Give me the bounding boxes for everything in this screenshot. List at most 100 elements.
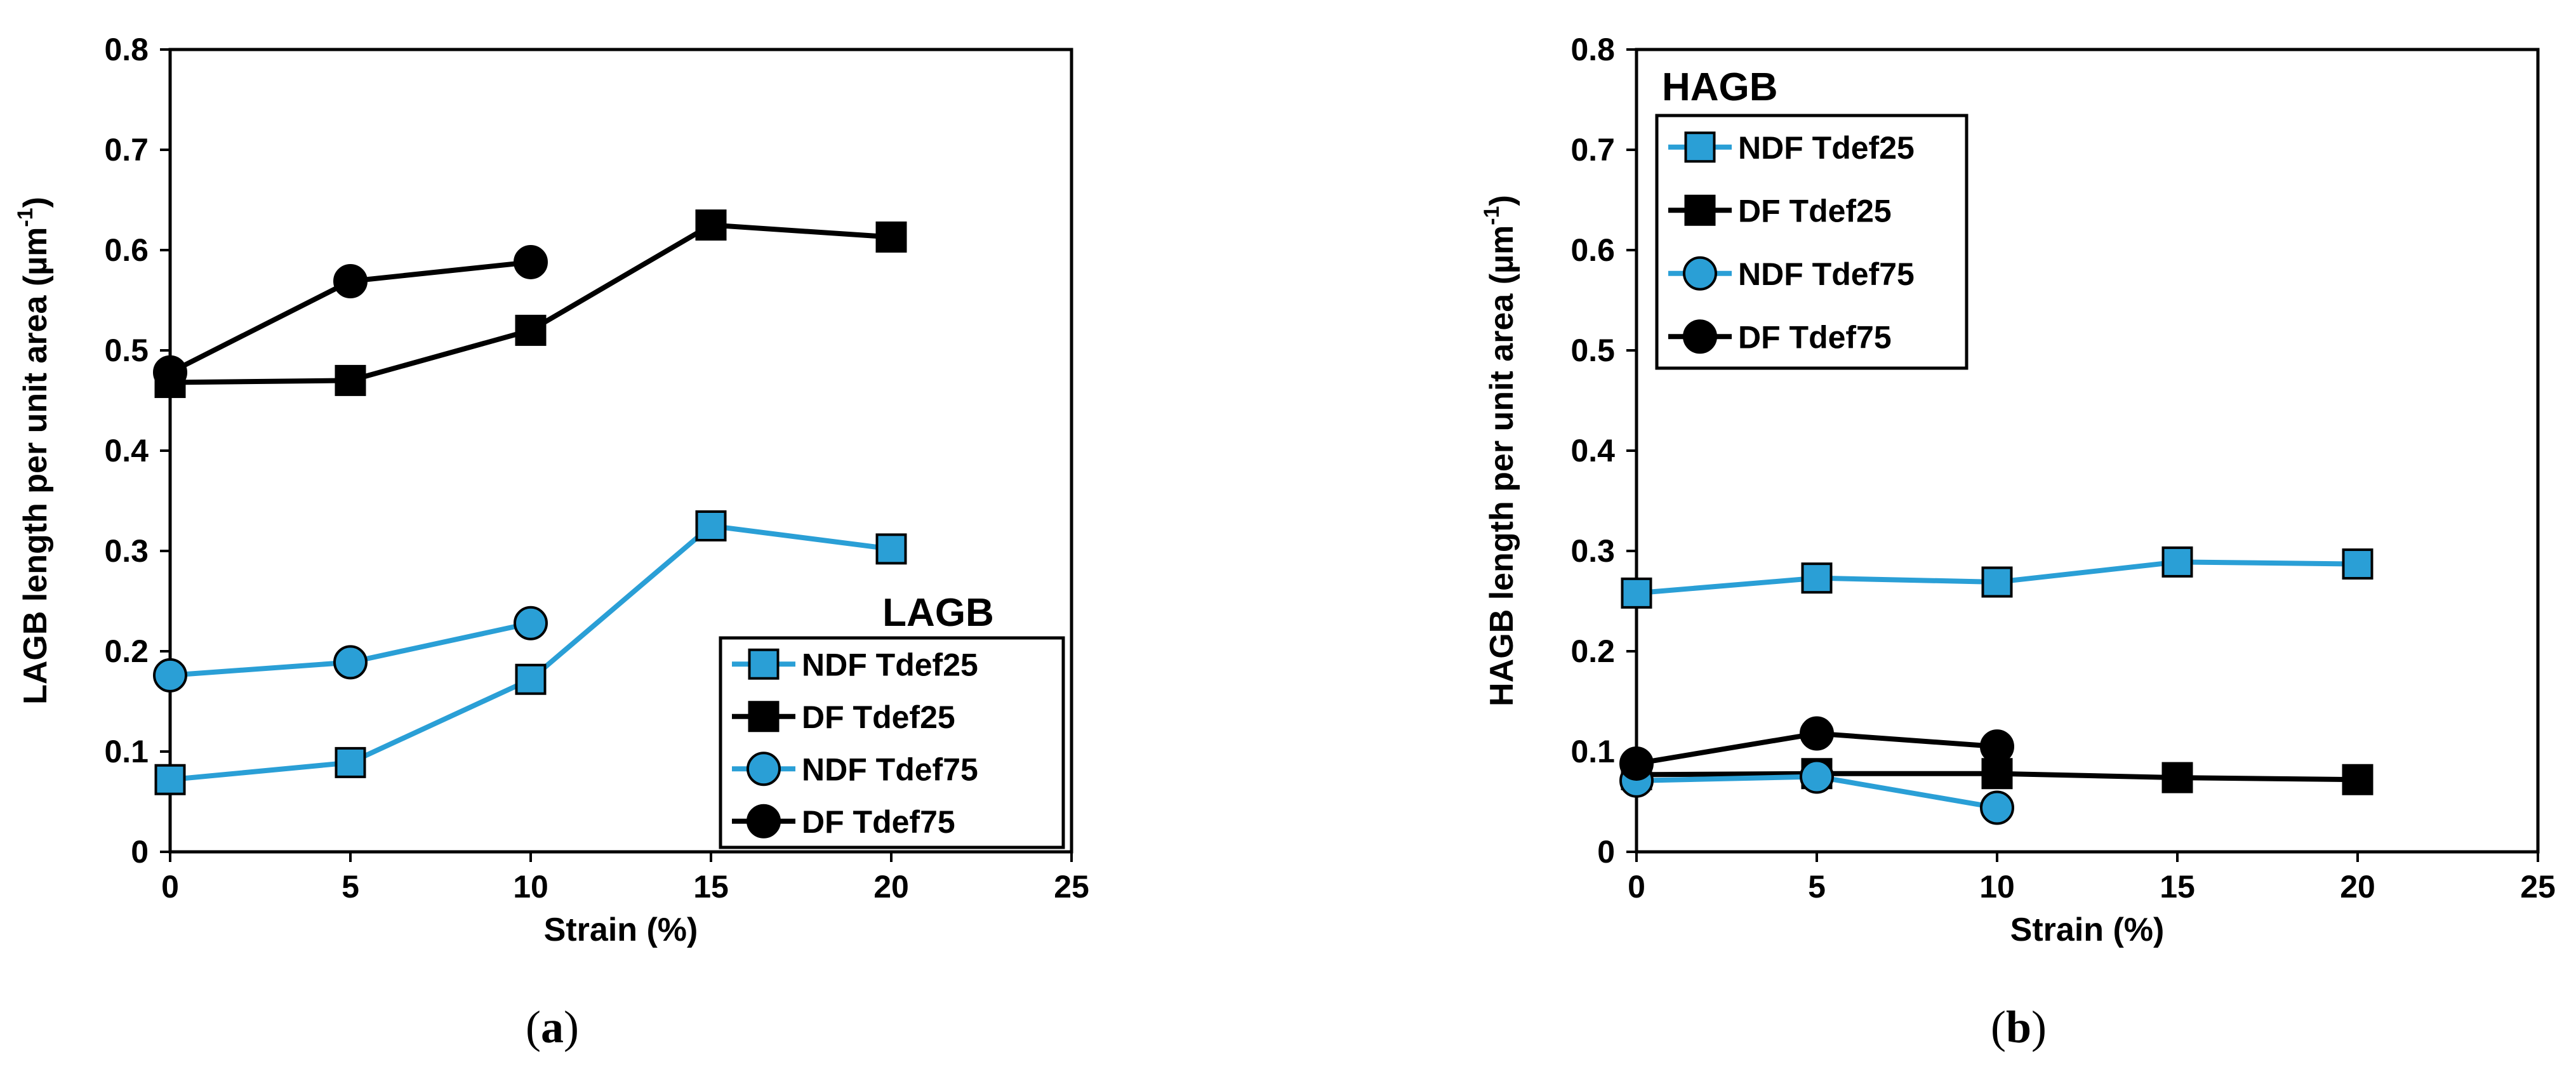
x-tick-label: 20 xyxy=(2340,869,2375,905)
data-point xyxy=(153,355,187,390)
data-point xyxy=(333,263,368,298)
y-tick-label: 0.7 xyxy=(104,132,149,168)
x-axis-label: Strain (%) xyxy=(2010,912,2165,948)
x-tick-label: 0 xyxy=(161,869,179,905)
y-tick-label: 0 xyxy=(131,834,149,870)
chart-panel-b: 0 5 10 15 20 25 0 0.1 0.2 0.3 0.4 0.5 0.6 0.7 0.8 Strai… xyxy=(1480,32,2556,1052)
y-tick-label: 0.2 xyxy=(104,633,149,669)
legend-marker xyxy=(1684,194,1716,226)
legend: HAGB NDF Tdef25 DF Tdef25 NDF Tdef75 DF Tdef… xyxy=(1655,65,1969,370)
data-point xyxy=(875,533,907,565)
data-point xyxy=(1621,577,1652,609)
legend: LAGB NDF Tdef25 DF Tdef25 NDF Tdef75 DF Tdef… xyxy=(719,591,1065,849)
y-tick-label: 0.1 xyxy=(104,734,149,769)
x-tick-label: 10 xyxy=(513,869,548,905)
data-point xyxy=(1800,716,1834,751)
x-tick-label: 5 xyxy=(342,869,359,905)
data-point xyxy=(515,663,547,695)
data-point xyxy=(1801,562,1833,594)
y-axis-label-end: ) xyxy=(1484,195,1520,206)
panel-title: LAGB xyxy=(882,591,994,635)
y-tick-label: 0.2 xyxy=(1570,633,1615,669)
x-tick-label: 20 xyxy=(873,869,909,905)
legend-marker xyxy=(1683,319,1717,354)
y-axis-label-main: LAGB length per unit area (µm xyxy=(17,227,54,705)
caption-paren-close: ) xyxy=(2031,1002,2047,1052)
y-tick-label: 0.8 xyxy=(104,32,149,67)
x-tick-label: 25 xyxy=(2520,869,2556,905)
data-point xyxy=(2342,764,2374,795)
legend-entry: DF Tdef75 xyxy=(1738,319,1892,355)
y-tick-label: 0.4 xyxy=(1570,433,1615,468)
y-tick-label: 0.1 xyxy=(1570,734,1615,769)
y-tick-label: 0.8 xyxy=(1570,32,1615,67)
legend-marker xyxy=(748,701,780,733)
x-tick-label: 15 xyxy=(2160,869,2195,905)
data-point xyxy=(515,314,547,346)
y-tick-label: 0.5 xyxy=(104,333,149,368)
panel-caption: (b) xyxy=(1991,1002,2047,1052)
series-ndf-tdef75 xyxy=(153,606,548,693)
series-df-tdef75 xyxy=(1619,716,2014,781)
y-axis-label-main: HAGB length per unit area (µm xyxy=(1484,225,1520,706)
data-point xyxy=(335,746,366,778)
data-point xyxy=(695,209,727,241)
data-point xyxy=(2161,762,2193,793)
legend-entry: NDF Tdef75 xyxy=(1738,256,1915,292)
data-point xyxy=(514,606,548,640)
x-tick-label: 0 xyxy=(1628,869,1645,905)
caption-paren-close: ) xyxy=(564,1002,579,1052)
legend-entry: NDF Tdef75 xyxy=(802,752,978,787)
panel-title: HAGB xyxy=(1662,65,1778,109)
series-df-tdef75 xyxy=(153,244,548,390)
x-tick-label: 10 xyxy=(1979,869,2015,905)
legend-entry: DF Tdef75 xyxy=(802,804,955,840)
y-tick-label: 0.4 xyxy=(104,433,149,468)
caption-paren-open: ( xyxy=(1991,1002,2006,1052)
x-tick-label: 25 xyxy=(1054,869,1089,905)
caption-paren-open: ( xyxy=(526,1002,541,1052)
data-point xyxy=(335,364,366,396)
data-point xyxy=(333,645,368,680)
legend-entry: NDF Tdef25 xyxy=(802,647,978,682)
legend-entry: NDF Tdef25 xyxy=(1738,130,1915,166)
data-point xyxy=(1800,759,1834,794)
chart-panel-a: 0 5 10 15 20 25 0 0.1 0.2 0.3 0.4 0.5 0.6 0.7 0.8 Strai… xyxy=(13,32,1089,1052)
y-tick-label: 0 xyxy=(1597,834,1615,870)
legend-marker xyxy=(748,648,780,680)
data-point xyxy=(1980,729,2014,764)
legend-entry: DF Tdef25 xyxy=(802,699,955,735)
series-ndf-tdef75 xyxy=(1619,759,2014,825)
data-point xyxy=(1619,746,1654,781)
y-axis-label: HAGB length per unit area (µm-1) xyxy=(1480,195,1520,706)
caption-letter: b xyxy=(2006,1002,2031,1052)
legend-marker xyxy=(1683,256,1717,291)
y-tick-label: 0.6 xyxy=(104,232,149,268)
y-tick-label: 0.7 xyxy=(1570,132,1615,168)
data-point xyxy=(1980,790,2014,825)
legend-marker xyxy=(1684,131,1716,163)
y-axis-label-superscript: -1 xyxy=(1480,206,1504,225)
series-df-tdef25 xyxy=(154,209,907,399)
data-point xyxy=(2342,548,2374,580)
data-point xyxy=(875,221,907,253)
data-point xyxy=(2161,546,2193,578)
series-ndf-tdef25 xyxy=(1621,546,2374,609)
y-tick-label: 0.6 xyxy=(1570,232,1615,268)
y-axis-label-end: ) xyxy=(17,197,54,208)
legend-entry: DF Tdef25 xyxy=(1738,193,1892,229)
y-axis-label-superscript: -1 xyxy=(13,208,37,227)
y-tick-label: 0.3 xyxy=(1570,533,1615,569)
y-axis-label: LAGB length per unit area (µm-1) xyxy=(13,197,54,705)
x-axis-label: Strain (%) xyxy=(544,912,698,948)
caption-letter: a xyxy=(541,1002,564,1052)
legend-marker xyxy=(747,752,781,786)
data-point xyxy=(1981,566,2013,598)
legend-marker xyxy=(747,804,781,839)
data-point xyxy=(695,510,727,541)
data-point xyxy=(153,658,187,693)
y-tick-label: 0.5 xyxy=(1570,333,1615,368)
panel-caption: (a) xyxy=(526,1002,579,1052)
x-tick-label: 15 xyxy=(693,869,729,905)
